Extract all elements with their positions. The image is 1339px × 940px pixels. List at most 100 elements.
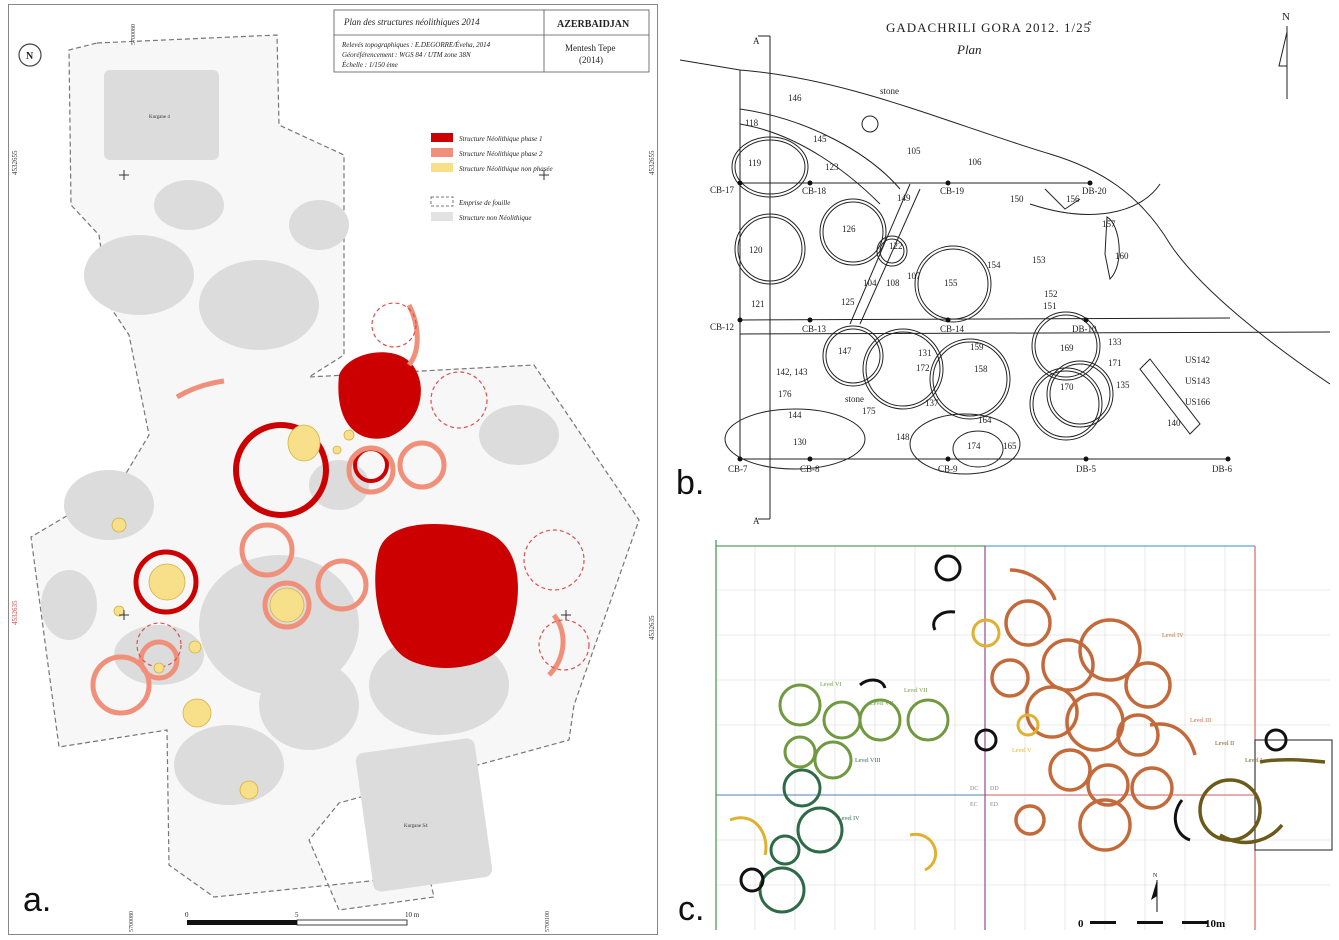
svg-text:140: 140 — [1167, 418, 1181, 428]
survey-point-labels: CB-17 CB-18 CB-19 DB-20 CB-12 CB-13 CB-1… — [710, 36, 1232, 526]
panel-a-site-plan: Kurgane 4 Kurgane S4 Plan des structures… — [8, 4, 658, 935]
svg-text:10m: 10m — [1205, 918, 1225, 930]
svg-text:CB-7: CB-7 — [728, 464, 748, 474]
legend-label-phase2: Structure Néolithique phase 2 — [459, 150, 543, 158]
plan-title: GADACHRILI GORA 2012. 1/25 — [886, 20, 1091, 35]
svg-text:stone: stone — [880, 86, 899, 96]
svg-text:108: 108 — [886, 278, 900, 288]
legend-label-excavation: Emprise de fouille — [458, 199, 510, 207]
svg-text:164: 164 — [978, 415, 992, 425]
svg-text:105: 105 — [907, 146, 921, 156]
country-text: AZERBAIDJAN — [557, 19, 630, 30]
svg-text:158: 158 — [974, 364, 988, 374]
svg-text:A: A — [753, 516, 760, 524]
level-labels: Level VI Level VII Level VIII Level VII … — [820, 633, 1262, 822]
svg-text:ED: ED — [990, 802, 999, 808]
unphased-structures — [111, 424, 355, 800]
level-v-structures — [729, 618, 1040, 872]
svg-text:154: 154 — [987, 260, 1001, 270]
svg-text:131: 131 — [918, 348, 932, 358]
svg-text:DC: DC — [970, 786, 978, 792]
north-arrow-icon: N — [1151, 873, 1158, 912]
svg-text:Level IV: Level IV — [838, 816, 860, 822]
svg-text:DB-6: DB-6 — [1212, 464, 1232, 474]
coord-top: 5700080 — [131, 24, 137, 45]
svg-text:106: 106 — [968, 157, 982, 167]
svg-text:CB-17: CB-17 — [710, 185, 735, 195]
north-arrow-icon: N — [1278, 11, 1290, 99]
phase2-structures — [90, 303, 566, 716]
grid-lines — [715, 545, 1330, 930]
coord-bottom-right: 5700100 — [545, 911, 551, 932]
svg-text:142, 143: 142, 143 — [776, 367, 808, 377]
svg-text:176: 176 — [778, 389, 792, 399]
feature-kurgane-4: Kurgane 4 — [149, 115, 170, 120]
svg-text:0: 0 — [1078, 918, 1084, 930]
feature-numbers: 146 118 145 119 123 105 106 149 150 156 … — [745, 93, 1181, 451]
legend-swatch-non-neolithic — [431, 212, 453, 221]
site-year: (2014) — [579, 55, 603, 65]
svg-text:0: 0 — [185, 911, 189, 919]
svg-text:118: 118 — [745, 118, 759, 128]
svg-text:126: 126 — [842, 224, 856, 234]
svg-text:157: 157 — [1102, 219, 1116, 229]
svg-text:159: 159 — [970, 342, 984, 352]
phase2-dashed-structures — [136, 302, 590, 671]
panel-a-map: Kurgane 4 Kurgane S4 Plan des structures… — [11, 9, 656, 932]
svg-text:155: 155 — [944, 278, 958, 288]
panel-c-label: c. — [678, 890, 705, 928]
text-labels: stone stone 142, 143 US142 US143 US166 — [776, 86, 1211, 407]
title-text: Plan des structures néolithiques 2014 — [343, 17, 480, 27]
legend-swatch-phase2 — [431, 148, 453, 157]
svg-text:CB-12: CB-12 — [710, 322, 734, 332]
coord-bottom-left: 5700080 — [129, 911, 135, 932]
svg-text:121: 121 — [751, 299, 765, 309]
panel-c-levels-plan: Level VI Level VII Level VIII Level VII … — [670, 530, 1335, 935]
coord-left-top: 4532655 — [11, 150, 19, 175]
legend-label-non-neolithic: Structure non Néolithique — [459, 214, 531, 222]
svg-text:174: 174 — [967, 441, 981, 451]
svg-text:Level II: Level II — [1215, 741, 1234, 747]
svg-text:151: 151 — [1043, 301, 1057, 311]
level-viii-structures — [758, 768, 844, 914]
svg-text:120: 120 — [749, 245, 763, 255]
grid-crosses — [119, 170, 571, 620]
svg-text:CB-18: CB-18 — [802, 186, 827, 196]
svg-text:165: 165 — [1003, 441, 1017, 451]
svg-text:N: N — [26, 51, 34, 62]
svg-text:Level VI: Level VI — [820, 682, 841, 688]
svg-text:Level III: Level III — [1190, 718, 1211, 724]
svg-text:107: 107 — [907, 271, 921, 281]
svg-text:144: 144 — [788, 410, 802, 420]
panel-c-drawing: Level VI Level VII Level VIII Level VII … — [715, 540, 1333, 930]
svg-text:137: 137 — [925, 398, 939, 408]
svg-text:CB-9: CB-9 — [938, 464, 958, 474]
coord-left-mid: 4532635 — [11, 600, 19, 625]
scale-bar: 0 10m — [1078, 918, 1225, 930]
sector-lines — [715, 540, 1333, 930]
svg-text:152: 152 — [1044, 289, 1058, 299]
panel-a-label: a. — [23, 881, 52, 919]
svg-text:145: 145 — [813, 134, 827, 144]
svg-text:122: 122 — [889, 241, 903, 251]
svg-text:149: 149 — [897, 193, 911, 203]
legend-swatch-unphased — [431, 163, 453, 172]
credit-line-2: Géoréférencement : WGS 84 / UTM zone 38N — [342, 51, 471, 59]
svg-text:Level VII: Level VII — [904, 688, 927, 694]
svg-text:DB-5: DB-5 — [1076, 464, 1096, 474]
level-iv-structures — [990, 568, 1197, 852]
svg-text:CB-14: CB-14 — [940, 324, 965, 334]
svg-text:130: 130 — [793, 437, 807, 447]
trench-drawing — [679, 35, 1331, 520]
north-arrow-icon: N — [18, 43, 42, 67]
svg-text:135: 135 — [1116, 380, 1130, 390]
svg-text:CB-13: CB-13 — [802, 324, 827, 334]
feature-kurgane-s4: Kurgane S4 — [404, 824, 428, 829]
svg-text:147: 147 — [838, 346, 852, 356]
svg-text:Level V: Level V — [1012, 748, 1032, 754]
scale-bar: 0 5 10 m — [185, 911, 420, 926]
panel-b-drawing: GADACHRILI GORA 2012. 1/25 e Plan N — [679, 11, 1331, 526]
site-name: Mentesh Tepe — [565, 43, 615, 53]
level-i-structures — [1198, 757, 1326, 845]
svg-text:119: 119 — [748, 158, 762, 168]
